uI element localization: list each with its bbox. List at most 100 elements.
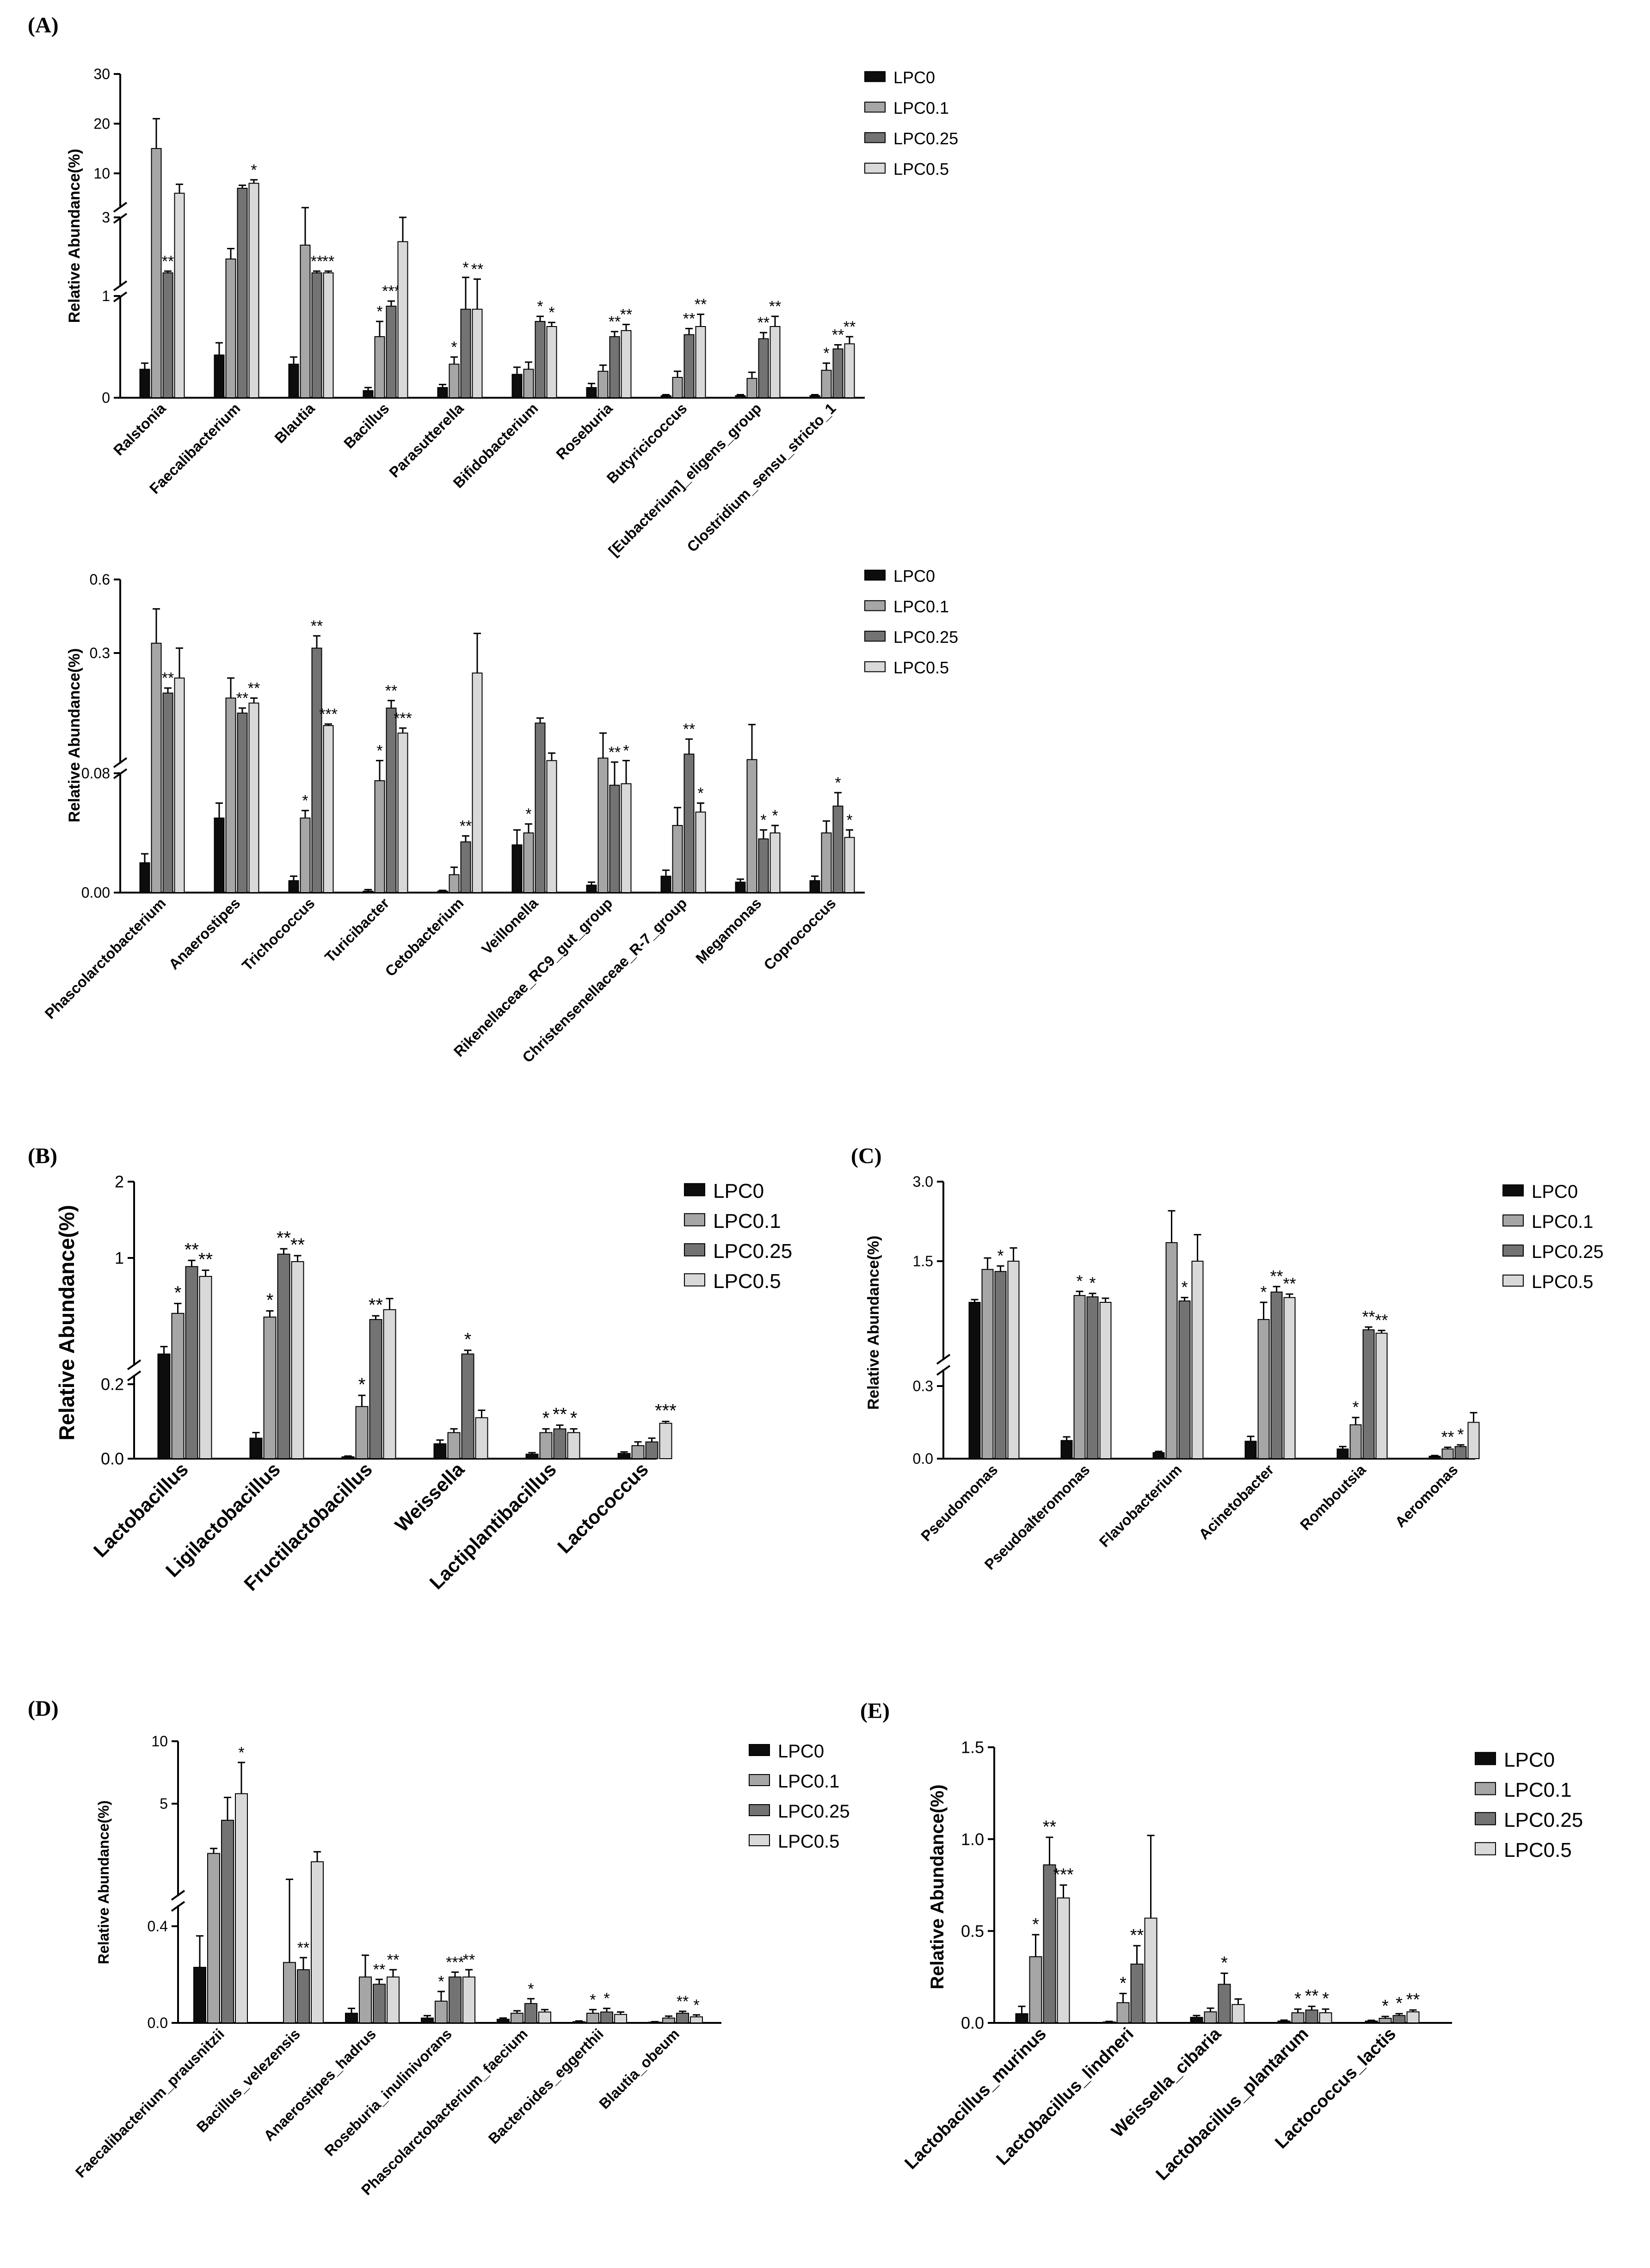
bar-lpc0-25: [311, 272, 322, 398]
panel-label: (A): [28, 13, 59, 37]
y-axis-title: Relative Abundance(%): [55, 1205, 79, 1441]
legend-swatch: [1502, 1184, 1524, 1196]
bar-lpc0: [511, 374, 523, 399]
bar-lpc0-5: [248, 183, 259, 398]
significance-mark: **: [385, 682, 397, 700]
significance-mark: **: [1043, 1818, 1057, 1837]
bar-lpc0-25: [237, 188, 248, 398]
significance-mark: *: [623, 742, 629, 760]
significance-mark: **: [843, 318, 856, 336]
bar-lpc0-1: [597, 758, 609, 893]
bar-lpc0-1: [225, 259, 236, 398]
bar-lpc0-1: [523, 369, 534, 399]
y-tick-label: 1.5: [913, 1253, 933, 1270]
legend-label: LPC0.25: [893, 628, 958, 647]
y-tick-label: 20: [93, 116, 110, 132]
legend-swatch: [1502, 1245, 1524, 1257]
legend-label: LPC0: [893, 567, 935, 585]
significance-mark: *: [548, 304, 554, 321]
legend-label: LPC0.1: [1532, 1212, 1593, 1232]
legend-swatch: [1502, 1214, 1524, 1226]
significance-mark: **: [1406, 1990, 1420, 2009]
x-category-label: Blautia_obeum: [596, 2025, 683, 2112]
significance-mark: **: [373, 1961, 385, 1978]
significance-mark: ***: [446, 1954, 464, 1971]
bar-lpc0-25: [758, 838, 769, 894]
bar-lpc0-1: [300, 817, 311, 893]
x-category-label: Faecalibacterium_prausnitzii: [72, 2025, 228, 2181]
bar-lpc0-1: [151, 148, 162, 399]
bar-lpc0-1: [1073, 1295, 1086, 1460]
bar-lpc0-25: [311, 647, 322, 893]
x-category-label: Anaerostipes: [166, 894, 244, 973]
bar-lpc0: [1015, 2013, 1028, 2023]
significance-mark: *: [266, 1290, 274, 1310]
bar-lpc0-25: [1178, 1300, 1191, 1460]
bar-lpc0-25: [553, 1428, 566, 1460]
bar-lpc0-25: [609, 336, 620, 398]
significance-mark: **: [311, 617, 323, 635]
significance-mark: ***: [382, 283, 400, 300]
bar-lpc0: [735, 881, 746, 894]
bar-lpc0-5: [387, 1976, 400, 2024]
x-category-label: Aeromonas: [1392, 1461, 1461, 1530]
bar-lpc0-1: [225, 697, 236, 893]
bar-lpc0-5: [291, 1261, 304, 1460]
bar-lpc0-25: [1270, 1291, 1283, 1459]
significance-mark: **: [463, 1951, 475, 1969]
y-tick-label: 0.00: [81, 884, 110, 901]
bar-lpc0-25: [683, 334, 695, 398]
legend-swatch: [864, 71, 886, 82]
bar-lpc0: [573, 2021, 585, 2024]
significance-mark: *: [1181, 1278, 1188, 1297]
x-category-label: Christensenellaceae_R-7_group: [519, 894, 690, 1066]
legend-label: LPC0.1: [713, 1210, 781, 1233]
significance-mark: *: [846, 812, 852, 829]
significance-mark: *: [358, 1374, 366, 1395]
bar-lpc0-5: [659, 1423, 672, 1459]
bar-lpc0-1: [359, 1976, 372, 2024]
significance-mark: *: [997, 1246, 1004, 1265]
significance-mark: **: [162, 670, 174, 687]
significance-mark: *: [1382, 1997, 1389, 2016]
legend-swatch: [864, 132, 886, 143]
y-tick-label: 10: [93, 165, 110, 182]
bar-lpc0-5: [199, 1276, 212, 1459]
bar-lpc0-1: [449, 364, 460, 399]
legend-label: LPC0: [1504, 1749, 1555, 1771]
bar-lpc0-1: [539, 1432, 553, 1459]
x-category-label: Weissella: [391, 1458, 469, 1536]
y-tick-label: 10: [151, 1733, 168, 1750]
legend-swatch: [864, 101, 886, 113]
bar-lpc0-5: [621, 330, 632, 398]
axis-break-mark: [113, 202, 128, 213]
bar-lpc0: [157, 1353, 171, 1460]
significance-mark: *: [693, 1997, 699, 2014]
bar-lpc0-25: [162, 692, 173, 893]
bar-lpc0-25: [524, 2003, 537, 2024]
significance-mark: **: [683, 721, 695, 738]
significance-mark: **: [236, 690, 248, 707]
bar-lpc0-1: [746, 759, 757, 893]
bar-lpc0-1: [435, 2000, 448, 2024]
x-category-label: Lactobacillus: [89, 1458, 192, 1561]
significance-mark: **: [297, 1939, 309, 1957]
bar-lpc0-5: [1231, 2004, 1245, 2023]
legend-swatch: [864, 600, 886, 611]
legend-swatch: [749, 1744, 770, 1756]
legend-swatch: [1475, 1752, 1496, 1765]
significance-mark: *: [1076, 1271, 1083, 1290]
bar-lpc0-1: [631, 1445, 645, 1459]
significance-mark: **: [620, 306, 632, 324]
significance-mark: *: [542, 1408, 550, 1429]
bar-lpc0-5: [397, 241, 408, 398]
bar-lpc0: [437, 387, 448, 398]
y-tick-label: 30: [93, 66, 110, 82]
bar-lpc0-5: [695, 326, 706, 398]
bar-lpc0-5: [690, 2016, 703, 2023]
bar-lpc0-25: [369, 1319, 382, 1459]
legend-swatch: [864, 630, 886, 642]
bar-lpc0-1: [374, 336, 385, 398]
significance-mark: **: [1130, 1926, 1144, 1945]
